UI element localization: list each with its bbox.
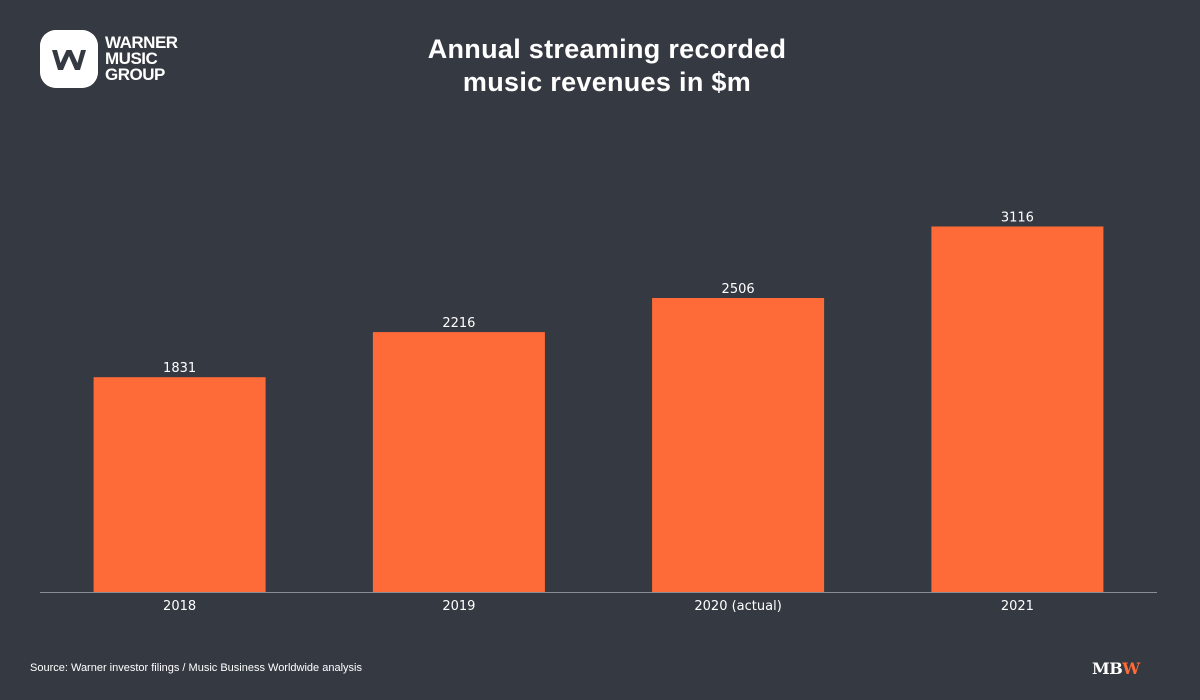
source-note: Source: Warner investor filings / Music … bbox=[30, 662, 362, 674]
x-tick-label-2: 2019 bbox=[442, 599, 475, 614]
logo-line-2: MUSIC bbox=[105, 49, 158, 68]
warner-music-group-logo: WARNER MUSIC GROUP bbox=[40, 30, 178, 88]
mbw-brand-logo: MBW bbox=[1092, 659, 1140, 678]
chart-title-line-2: music revenues in $m bbox=[462, 67, 752, 97]
chart-title: Annual streaming recorded music revenues… bbox=[300, 33, 914, 99]
bar-value-label-1: 1831 bbox=[163, 361, 196, 376]
bar-4 bbox=[931, 226, 1104, 592]
warner-w-logo-icon bbox=[40, 30, 98, 88]
logo-line-1: WARNER bbox=[105, 33, 178, 52]
x-tick-label-1: 2018 bbox=[163, 599, 196, 614]
bar-value-label-4: 3116 bbox=[1001, 211, 1034, 226]
x-tick-label-4: 2021 bbox=[1001, 599, 1034, 614]
bar-2 bbox=[372, 332, 545, 592]
bar-3 bbox=[652, 298, 825, 592]
logo-wordmark: WARNER MUSIC GROUP bbox=[105, 33, 178, 84]
bar-value-label-2: 2216 bbox=[442, 316, 475, 331]
mbw-logo-mb: MB bbox=[1092, 659, 1123, 678]
chart-title-line-1: Annual streaming recorded bbox=[427, 34, 787, 64]
bar-value-label-3: 2506 bbox=[722, 282, 755, 297]
bar-1 bbox=[93, 377, 266, 592]
mbw-logo-w: W bbox=[1122, 659, 1140, 678]
logo-line-3: GROUP bbox=[105, 65, 165, 84]
x-tick-label-3: 2020 (actual) bbox=[694, 599, 781, 614]
